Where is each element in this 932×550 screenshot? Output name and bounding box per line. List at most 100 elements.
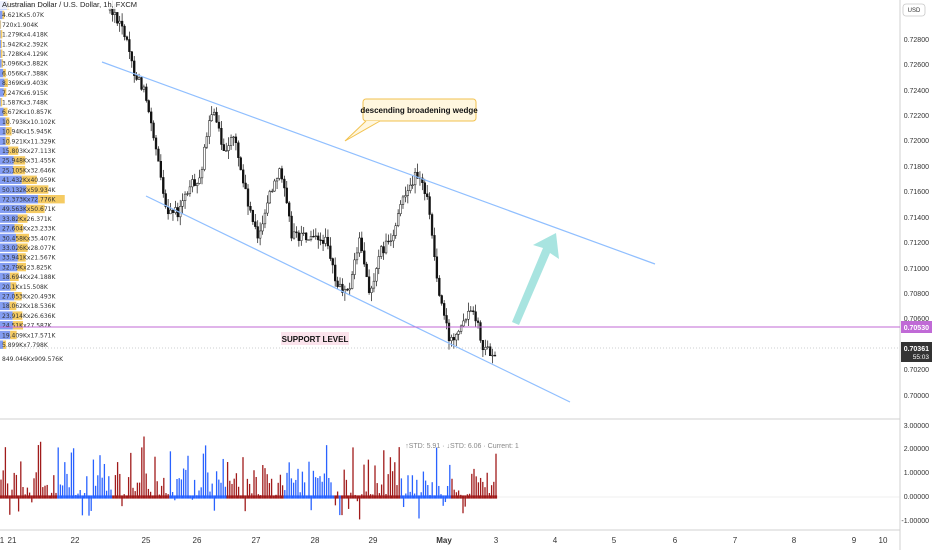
support-label-group[interactable]: SUPPORT LEVEL: [281, 332, 349, 345]
candle-down: [246, 188, 250, 207]
osc-base: [4, 495, 7, 499]
osc-base: [109, 495, 113, 499]
vp-row-label: 50.132Kx59.934K: [2, 187, 56, 194]
osc-base: [450, 495, 454, 499]
osc-base: [79, 495, 82, 499]
osc-base: [39, 495, 42, 499]
osc-base: [21, 495, 25, 499]
vp-row-label: 15.803Kx27.113K: [2, 148, 56, 155]
candle-down: [164, 193, 167, 207]
osc-base: [270, 495, 273, 499]
osc-base: [380, 495, 383, 499]
candle-down: [440, 295, 443, 304]
vp-buy-bar: [0, 243, 18, 252]
time-axis[interactable]: 21 22 25 26 27 28 29 May 3 4 5 6 7 8 9 1…: [0, 536, 888, 545]
osc-base: [490, 495, 493, 499]
candle-down: [242, 169, 245, 184]
vp-sell-bar: [15, 233, 30, 243]
candle-up: [358, 237, 361, 254]
candle-up: [375, 268, 378, 282]
price-tick: 0.71600: [904, 189, 929, 196]
candle-up: [389, 240, 393, 242]
candle-up: [355, 252, 359, 261]
vp-sell-bar: [0, 20, 2, 29]
osc-base: [433, 495, 436, 499]
currency-button[interactable]: USD: [902, 3, 926, 17]
osc-base: [301, 495, 304, 499]
vp-buy-bar: [0, 262, 18, 272]
price-axis[interactable]: 0.72800 0.72600 0.72400 0.72200 0.72000 …: [904, 37, 929, 400]
osc-base: [248, 495, 251, 499]
candle-down: [130, 51, 133, 62]
vp-row-label: 27.053Kx20.493K: [2, 294, 56, 301]
candle-up: [271, 190, 274, 193]
vp-buy-bar: [0, 127, 6, 136]
vp-buy-bar: [0, 233, 16, 243]
candle-up: [372, 280, 376, 289]
candle-up: [263, 212, 267, 225]
candle-down: [430, 214, 434, 236]
vp-sell-bar: [17, 253, 26, 262]
osc-base: [68, 495, 71, 499]
lower-trendline[interactable]: [145, 195, 571, 403]
vp-row-label: 20.1Kx15.508K: [2, 284, 49, 291]
osc-base: [151, 495, 154, 499]
osc-base: [369, 495, 372, 499]
osc-base: [461, 495, 465, 499]
osc-base: [134, 495, 137, 499]
upper-trendline[interactable]: [101, 61, 656, 265]
vp-buy-bar: [0, 330, 11, 340]
vp-row-label: 6.672Kx10.857K: [2, 109, 53, 116]
time-tick: 9: [852, 536, 857, 545]
osc-base: [103, 495, 106, 499]
osc-base: [316, 495, 319, 499]
osc-base: [15, 495, 18, 499]
candle-down: [280, 168, 284, 180]
vp-row-label: 10.94Kx15.945K: [2, 129, 53, 136]
candle-up: [384, 240, 388, 254]
osc-base: [426, 495, 429, 499]
osc-base: [492, 495, 495, 499]
breakout-arrow[interactable]: [512, 233, 559, 325]
candle-up: [258, 230, 262, 239]
osc-base: [191, 495, 194, 499]
osc-base: [46, 495, 49, 499]
osc-base: [184, 495, 187, 499]
osc-tick: 2.00000: [904, 446, 929, 453]
vp-buy-bar: [0, 195, 38, 204]
osc-base: [296, 495, 300, 499]
osc-base: [422, 495, 425, 499]
osc-base: [72, 495, 75, 499]
osc-base: [178, 495, 181, 499]
osc-base: [343, 495, 346, 499]
candle-up: [210, 114, 213, 121]
vp-row-label: 1.279Kx4.418K: [2, 32, 49, 39]
osc-base: [182, 495, 185, 499]
title-backdrop: [0, 0, 150, 9]
candle-down: [290, 215, 293, 239]
candle-down: [145, 86, 148, 101]
osc-base: [279, 495, 282, 499]
osc-base: [371, 495, 374, 499]
candle-down: [123, 25, 126, 38]
candle-down: [304, 232, 308, 241]
osc-base: [101, 495, 104, 499]
support-price-value: 0.70530: [904, 325, 929, 332]
osc-base: [472, 495, 476, 499]
osc-base: [217, 495, 220, 499]
candle-up: [406, 190, 409, 196]
osc-base: [340, 495, 344, 499]
candle-down: [256, 226, 259, 239]
wedge-callout[interactable]: descending broadening wedge: [344, 98, 478, 142]
vp-row-label: 18.694Kx24.188K: [2, 274, 56, 281]
oscillator-axis[interactable]: 3.00000 2.00000 1.00000 0.00000 -1.00000: [901, 423, 929, 525]
vp-buy-bar: [0, 282, 11, 291]
vp-row-label: 720x1.904K: [2, 22, 39, 29]
osc-base: [24, 495, 27, 499]
osc-base: [444, 495, 447, 499]
candle-down: [363, 250, 366, 265]
osc-base: [307, 495, 311, 499]
time-tick: 4: [553, 536, 558, 545]
